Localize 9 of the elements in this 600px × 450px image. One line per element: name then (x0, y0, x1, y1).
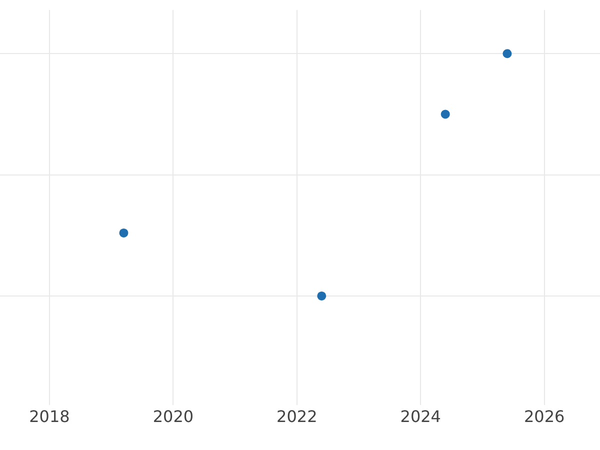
x-tick-label: 2020 (152, 407, 194, 426)
x-tick-label: 2022 (276, 407, 318, 426)
point (119, 228, 128, 238)
x-tick-label: 2024 (400, 407, 441, 426)
point (440, 110, 450, 119)
point (502, 49, 512, 58)
x-tick-label: 2026 (524, 407, 565, 426)
point (317, 291, 326, 300)
x-tick-label: 2018 (29, 407, 70, 426)
